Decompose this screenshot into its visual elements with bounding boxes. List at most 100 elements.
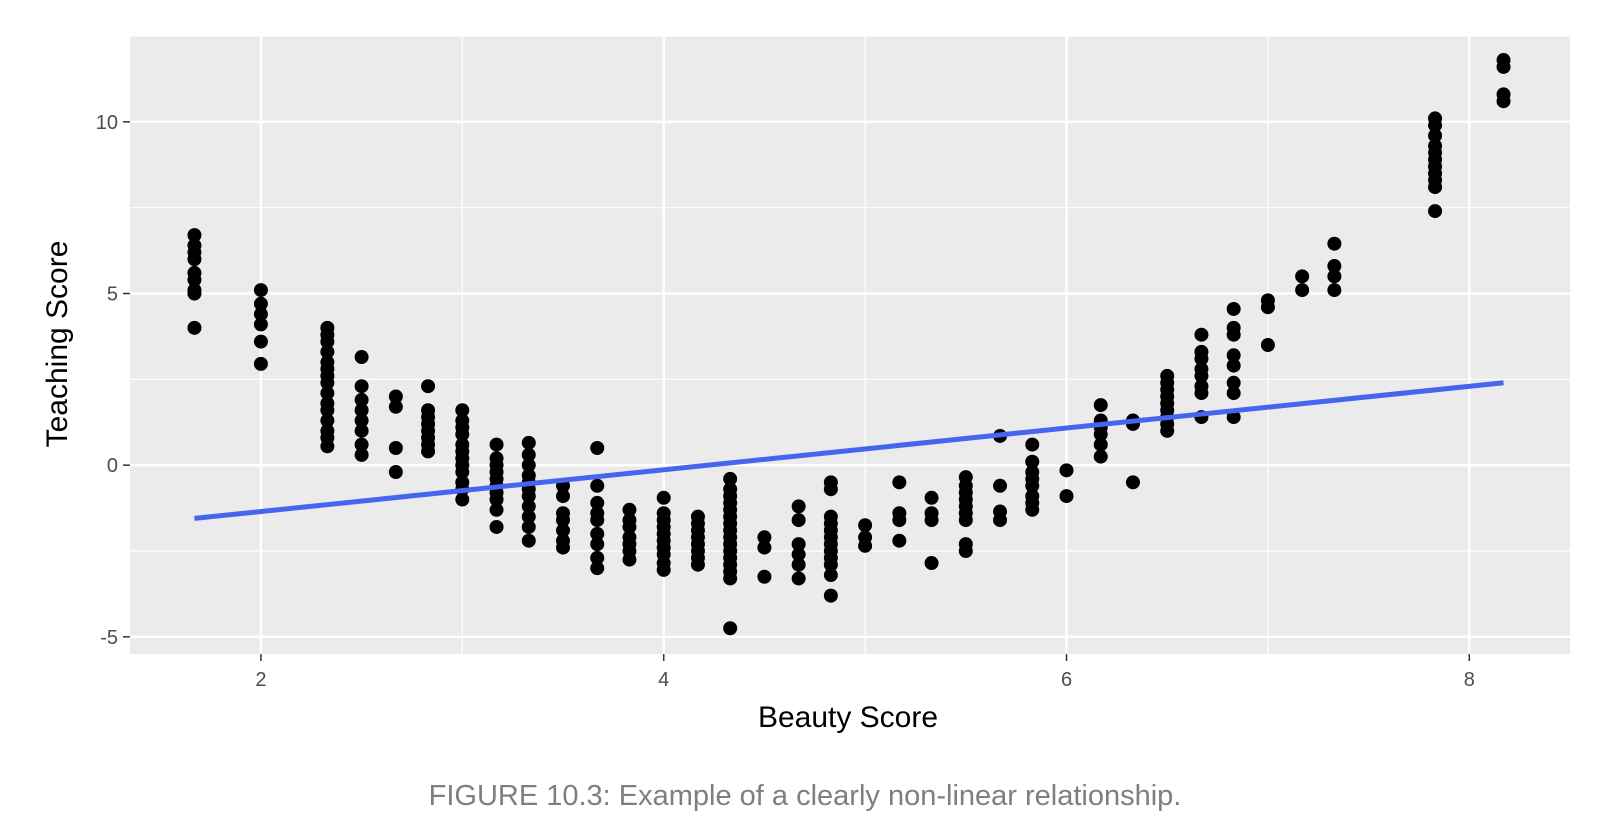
data-point <box>455 492 470 507</box>
data-point <box>354 447 369 462</box>
data-point <box>656 562 671 577</box>
data-point <box>1025 502 1040 517</box>
data-point <box>622 519 637 534</box>
data-point <box>723 621 738 636</box>
data-point <box>590 537 605 552</box>
data-point <box>1327 269 1342 284</box>
y-axis-ticks: -5 0 5 10 <box>96 112 130 649</box>
data-point <box>1496 59 1511 74</box>
data-point <box>187 320 202 335</box>
data-point <box>1093 449 1108 464</box>
data-point <box>320 403 335 418</box>
data-point <box>1025 454 1040 469</box>
data-point <box>757 530 772 545</box>
data-point <box>993 478 1008 493</box>
data-point <box>590 478 605 493</box>
data-point <box>1428 128 1443 143</box>
minor-gridlines <box>130 35 1570 654</box>
data-point <box>958 544 973 558</box>
data-point <box>1295 283 1310 298</box>
data-point <box>1194 386 1209 401</box>
data-point <box>521 499 536 514</box>
data-point <box>590 526 605 541</box>
data-point <box>187 252 202 267</box>
data-point <box>1428 180 1443 195</box>
data-point <box>823 557 838 572</box>
data-point <box>1194 368 1209 383</box>
data-point <box>690 557 705 572</box>
data-point <box>590 550 605 565</box>
data-point <box>1226 301 1241 316</box>
data-point <box>521 533 536 548</box>
data-point <box>791 537 806 552</box>
data-point <box>187 272 202 287</box>
data-point <box>489 502 504 517</box>
data-point <box>253 296 268 311</box>
data-point <box>489 437 504 452</box>
data-point <box>354 437 369 452</box>
data-point <box>1260 300 1275 315</box>
data-point <box>1059 463 1074 478</box>
data-point <box>521 489 536 504</box>
data-point <box>723 571 738 586</box>
data-point <box>320 334 335 349</box>
data-point <box>1194 327 1209 342</box>
x-tick-label: 6 <box>1061 669 1072 691</box>
data-point <box>455 403 470 418</box>
data-point <box>1025 478 1040 493</box>
y-tick-label: 10 <box>96 112 118 134</box>
data-point <box>1327 236 1342 251</box>
data-point <box>521 519 536 534</box>
data-point <box>320 386 335 401</box>
y-tick-label: 0 <box>107 455 118 477</box>
data-point <box>421 379 436 394</box>
data-point <box>622 552 637 567</box>
data-point <box>858 518 873 533</box>
y-tick-label: -5 <box>100 627 118 649</box>
data-point <box>388 441 403 455</box>
data-point <box>1226 375 1241 390</box>
data-point <box>521 435 536 450</box>
data-point <box>556 523 571 538</box>
data-point <box>924 513 939 528</box>
data-point <box>791 513 806 528</box>
data-point <box>823 568 838 583</box>
data-point <box>489 519 504 534</box>
data-point <box>253 334 268 349</box>
data-point <box>892 475 907 490</box>
data-point <box>1226 358 1241 373</box>
data-point <box>1093 437 1108 452</box>
data-point <box>590 441 605 455</box>
data-point <box>823 588 838 603</box>
data-point <box>823 482 838 497</box>
data-point <box>958 513 973 528</box>
x-tick-label: 2 <box>255 669 266 691</box>
data-point <box>858 538 873 553</box>
data-point <box>757 569 772 584</box>
data-point <box>320 344 335 359</box>
data-point <box>924 556 939 571</box>
data-point <box>388 399 403 414</box>
data-point <box>354 392 369 407</box>
data-point <box>1226 348 1241 363</box>
data-point <box>354 423 369 438</box>
data-point <box>791 571 806 586</box>
data-point <box>1428 118 1443 133</box>
data-point <box>354 350 369 365</box>
data-point <box>187 228 202 243</box>
data-point <box>354 403 369 418</box>
data-point <box>791 499 806 514</box>
data-point <box>1093 398 1108 413</box>
data-point <box>253 283 268 298</box>
data-point <box>489 492 504 507</box>
plot-panel <box>130 36 1570 654</box>
data-point <box>1093 427 1108 442</box>
data-point <box>993 513 1008 528</box>
x-axis-title: Beauty Score <box>758 701 938 734</box>
data-point <box>1125 475 1140 490</box>
data-point <box>622 502 637 517</box>
data-point <box>556 513 571 528</box>
x-axis-ticks: 2 4 6 8 <box>255 654 1475 691</box>
data-point <box>388 465 403 480</box>
